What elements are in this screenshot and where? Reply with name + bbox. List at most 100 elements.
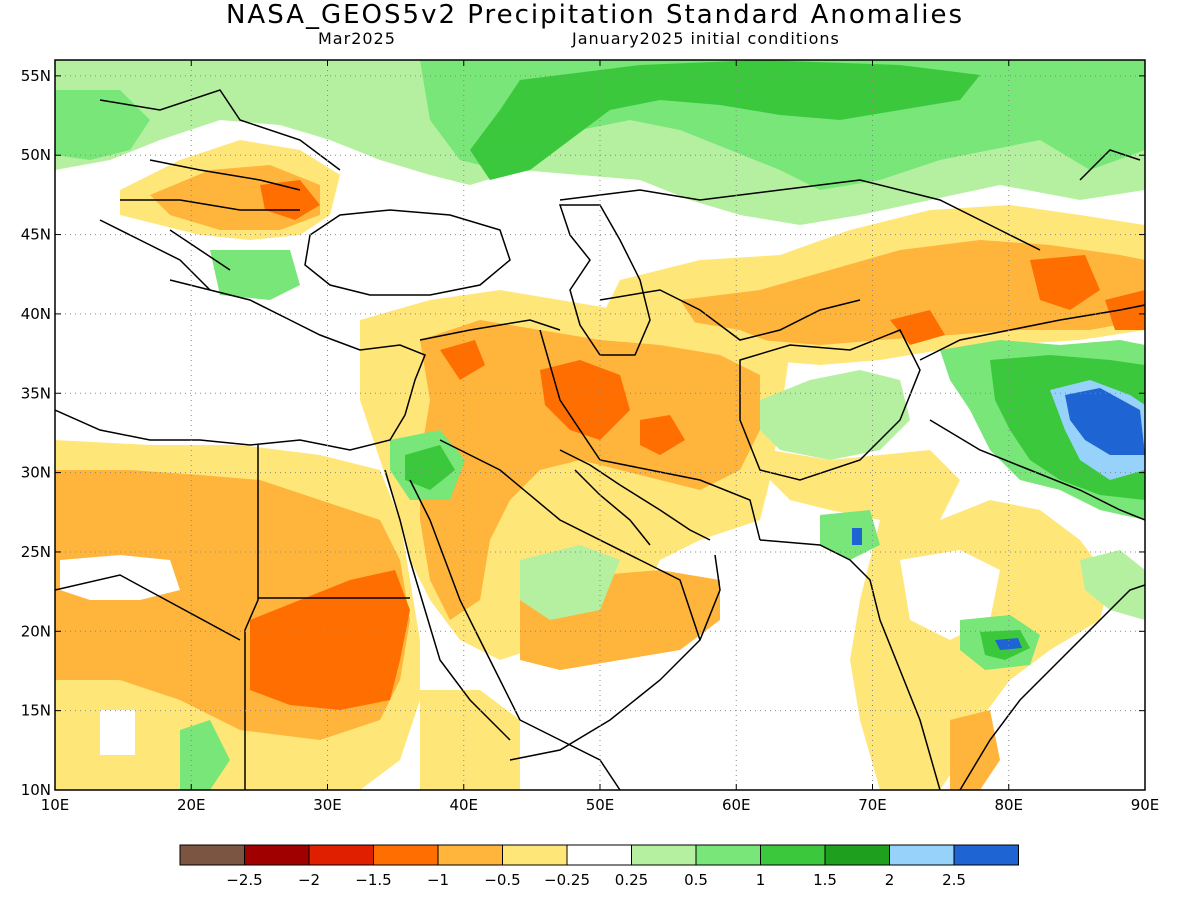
forecast-month: Mar2025 (318, 29, 396, 48)
india-white (900, 550, 1000, 640)
colorbar-swatch (695, 844, 761, 866)
colorbar-label: 0.5 (684, 871, 708, 889)
latitude-tick-label: 45N (21, 226, 51, 244)
balkan-borders (99, 219, 231, 291)
levant-coast (169, 279, 426, 416)
china-border (919, 304, 1145, 361)
colorbar (179, 844, 1019, 866)
saudi-green (520, 545, 620, 620)
latitude-tick-label: 55N (21, 67, 51, 85)
latitude-tick-label: 40N (21, 305, 51, 323)
colorbar-label: −2 (298, 871, 320, 889)
longitude-labels: 10E 20E 30E 40E 50E 60E 70E 80E 90E (41, 796, 1160, 814)
tibet-blue (1065, 388, 1145, 455)
kazakhstan-border (559, 179, 1041, 251)
gujarat-green (820, 510, 880, 560)
latitude-tick-label: 35N (21, 384, 51, 402)
latitude-tick-label: 25N (21, 543, 51, 561)
latitude-tick-label: 15N (21, 702, 51, 720)
afghanistan-green (760, 370, 910, 460)
colorbar-label: 1 (756, 871, 766, 889)
colorbar-label: 0.25 (615, 871, 648, 889)
colorbar-swatch (631, 844, 697, 866)
india-west-coast (759, 539, 941, 790)
longitude-tick-label: 20E (177, 796, 206, 814)
colorbar-swatch (760, 844, 826, 866)
europe-borders (99, 89, 341, 211)
latitude-tick-label: 10N (21, 781, 51, 799)
india-east-coast (959, 584, 1145, 790)
colorbar-swatch (953, 844, 1019, 866)
coastlines-and-borders (55, 89, 1145, 790)
middle-east-orange (420, 320, 760, 620)
arabia-south-coast (509, 554, 721, 761)
colorbar-swatch (244, 844, 310, 866)
mongolia-border (1079, 149, 1141, 181)
gujarat-blue (852, 528, 862, 545)
caspian-coast (558, 204, 651, 356)
turkmen-border (599, 289, 861, 341)
turkey-border (419, 319, 561, 341)
north-africa-coast (55, 409, 406, 451)
iran-border (539, 329, 761, 541)
colorbar-label: −0.5 (484, 871, 520, 889)
balkan-green (210, 250, 300, 300)
europe-west-green (55, 90, 150, 160)
kyrgyz-dark-orange (1030, 255, 1100, 310)
colorbar-label: 1.5 (813, 871, 837, 889)
deccan-orange (950, 710, 1000, 790)
russia-darker-green (470, 60, 980, 180)
libya-white (60, 555, 180, 600)
jordan-dark-green (405, 445, 455, 490)
colorbar-swatch (824, 844, 890, 866)
longitude-tick-label: 70E (858, 796, 887, 814)
central-asia-orange (680, 240, 1145, 345)
colorbar-labels: −2.5 −2 −1.5 −1 −0.5 −0.25 0.25 0.5 1 1.5 2 2.5 (226, 871, 966, 889)
colorbar-swatch (502, 844, 568, 866)
chad-white (100, 710, 135, 755)
latitude-labels: 10N 15N 20N 25N 30N 35N 40N 45N 50N 55N (21, 67, 51, 799)
colorbar-swatch (437, 844, 503, 866)
longitude-tick-label: 50E (586, 796, 615, 814)
chad-border (55, 574, 241, 641)
iraq-dark-orange (540, 360, 630, 440)
longitude-tick-label: 80E (994, 796, 1023, 814)
longitude-tick-label: 40E (449, 796, 478, 814)
colorbar-label: −0.25 (544, 871, 590, 889)
axis-ticks (54, 60, 1146, 791)
persian-gulf (559, 449, 711, 546)
colorbar-swatch (889, 844, 955, 866)
red-sea-west (384, 469, 511, 741)
colorbar-swatch (373, 844, 439, 866)
colorbar-swatch (179, 844, 245, 866)
longitude-tick-label: 90E (1131, 796, 1160, 814)
colorbar-label: −2.5 (226, 871, 262, 889)
colorbar-label: −1 (427, 871, 449, 889)
map-title: NASA_GEOS5v2 Precipitation Standard Anom… (225, 0, 965, 30)
longitude-tick-label: 60E (722, 796, 751, 814)
himalaya-border (929, 419, 1145, 521)
colorbar-label: −1.5 (355, 871, 391, 889)
initial-conditions: January2025 initial conditions (572, 29, 840, 48)
afghanistan-border (739, 329, 921, 481)
india-blue (995, 638, 1022, 650)
pakistan-yellow (770, 450, 960, 520)
libya-egypt-border (244, 445, 259, 790)
bangladesh-green (1080, 550, 1145, 620)
horn-coast (519, 719, 621, 790)
red-sea-east (409, 479, 521, 721)
colorbar-label: 2 (885, 871, 895, 889)
sudan-green (180, 720, 230, 790)
longitude-tick-label: 10E (41, 796, 70, 814)
sudan-dark-orange (250, 570, 410, 710)
syria-dark-orange (440, 340, 485, 380)
latitude-tick-label: 50N (21, 146, 51, 164)
xinjiang-dark-orange (1105, 290, 1145, 330)
latitude-tick-label: 30N (21, 464, 51, 482)
latitude-tick-label: 20N (21, 622, 51, 640)
colorbar-label: 2.5 (942, 871, 966, 889)
ethiopia-yellow (420, 690, 520, 790)
iran-dark-orange (640, 415, 685, 455)
black-sea-coast (304, 209, 511, 296)
